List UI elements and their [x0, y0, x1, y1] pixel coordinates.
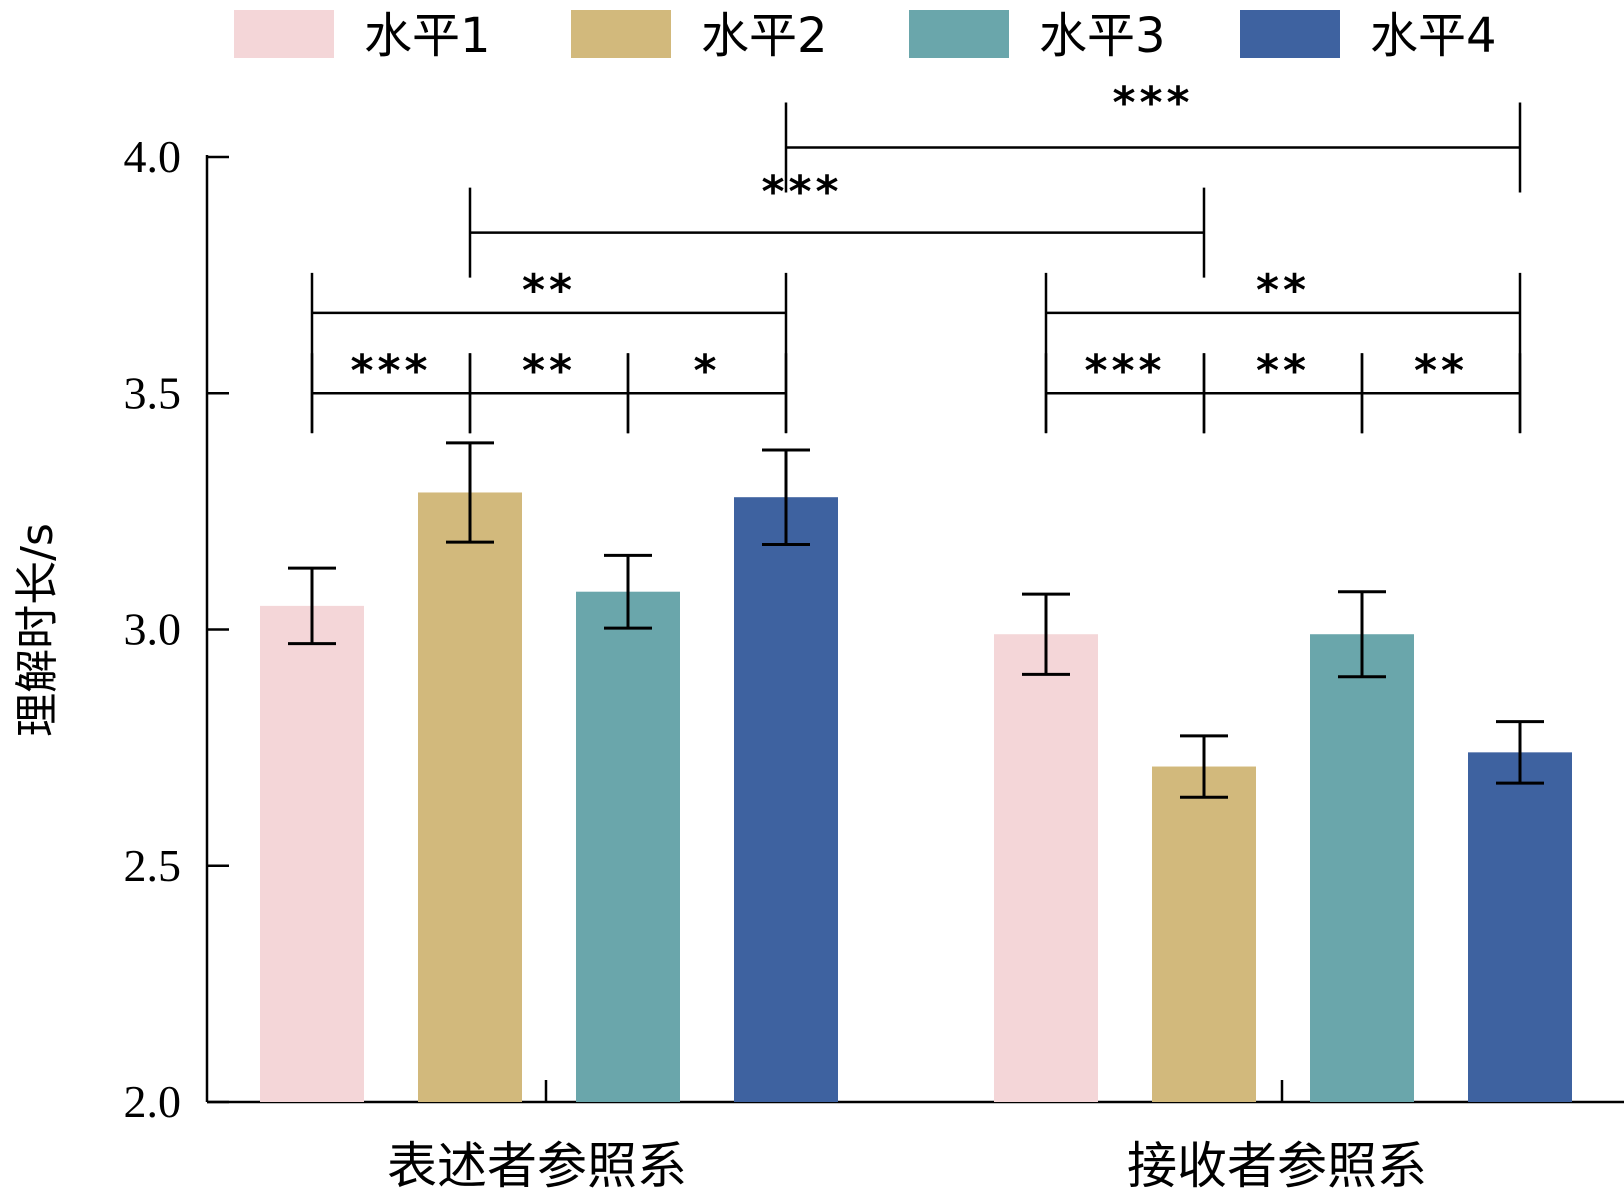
significance-label: **	[522, 345, 576, 396]
significance-label: ***	[1112, 78, 1193, 129]
bar	[1310, 634, 1414, 1102]
x-category-label: 表述者参照系	[387, 1137, 687, 1195]
significance-label: **	[522, 265, 576, 316]
significance-label: *	[693, 345, 720, 396]
legend-label: 水平3	[1039, 8, 1166, 64]
y-tick-label: 2.5	[124, 840, 182, 891]
bars	[260, 492, 1572, 1103]
bar	[418, 492, 522, 1103]
y-tick-label: 3.5	[124, 367, 182, 418]
bar	[734, 497, 838, 1102]
legend-swatch	[571, 10, 671, 58]
y-axis-label: 理解时长/s	[12, 523, 63, 737]
y-tick-label: 3.0	[124, 604, 182, 655]
legend-swatch	[909, 10, 1009, 58]
significance-label: ***	[761, 167, 842, 218]
bar	[260, 605, 364, 1102]
legend-swatch	[234, 10, 334, 58]
significance-label: **	[1256, 265, 1310, 316]
x-category-label: 接收者参照系	[1127, 1137, 1427, 1195]
legend: 水平1 水平2 水平3 水平4	[234, 8, 1497, 64]
significance-label: **	[1414, 345, 1468, 396]
x-axis: 表述者参照系 接收者参照系	[207, 1080, 1624, 1195]
bar	[1152, 766, 1256, 1102]
error-bars	[288, 441, 1544, 799]
significance-label: ***	[350, 345, 431, 396]
significance-label: ***	[1084, 345, 1165, 396]
legend-label: 水平2	[701, 8, 828, 64]
legend-swatch	[1240, 10, 1340, 58]
y-tick-label: 2.0	[124, 1076, 182, 1127]
legend-label: 水平4	[1370, 8, 1497, 64]
y-axis: 2.0 2.5 3.0 3.5 4.0	[124, 131, 229, 1127]
bar	[1468, 752, 1572, 1102]
significance-brackets: *** ** ****** ** **********	[310, 78, 1522, 434]
bar	[576, 591, 680, 1102]
significance-label: **	[1256, 345, 1310, 396]
y-tick-label: 4.0	[124, 131, 182, 182]
bar	[994, 634, 1098, 1102]
legend-label: 水平1	[364, 8, 491, 64]
